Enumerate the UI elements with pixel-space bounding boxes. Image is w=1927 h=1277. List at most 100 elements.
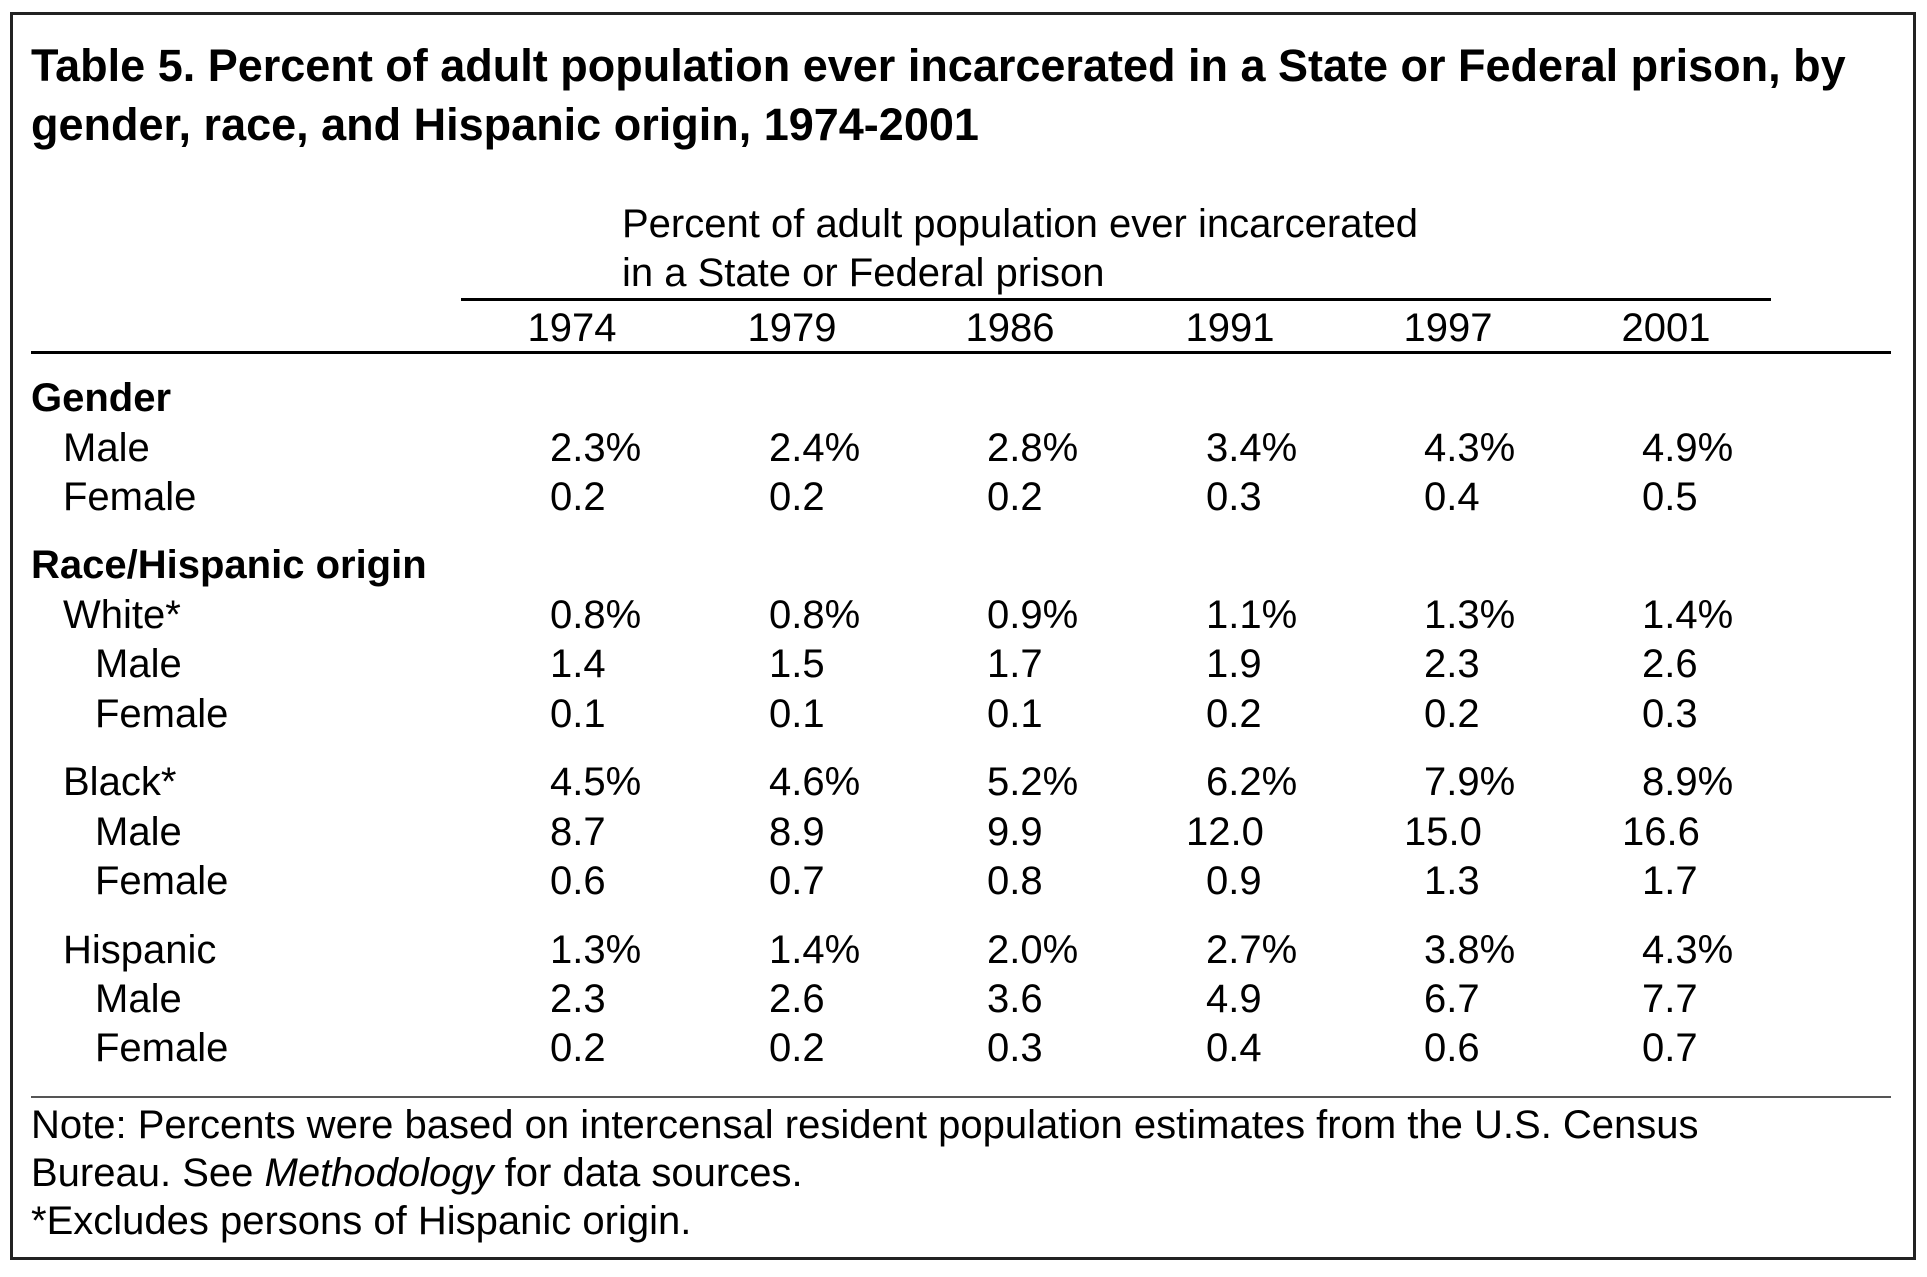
column-group-header: Percent of adult population ever incarce…: [622, 200, 1418, 298]
cell-female-1986: 0.2: [987, 475, 1043, 519]
column-group-header-line2: in a State or Federal prison: [622, 251, 1105, 295]
row-label-white-female: Female: [95, 692, 229, 736]
row-label-black-female: Female: [95, 859, 229, 903]
table-frame: [10, 12, 1916, 1260]
cell-black-female-1991: 0.9: [1206, 859, 1262, 903]
cell-black-male-1991: 12.0: [1186, 810, 1264, 854]
cell-hispanic-female-1974: 0.2: [550, 1026, 606, 1070]
cell-hispanic-1997: 3.8%: [1424, 928, 1516, 972]
cell-black-female-1997: 1.3: [1424, 859, 1480, 903]
section-race-hispanic-origin: Race/Hispanic origin: [31, 543, 427, 587]
cell-hispanic-male-1986: 3.6: [987, 977, 1043, 1021]
row-label-black-male: Male: [95, 810, 182, 854]
cell-white-1991: 1.1%: [1206, 593, 1298, 637]
cell-white-female-1974: 0.1: [550, 692, 606, 736]
row-label-white: White*: [63, 593, 181, 637]
cell-white-male-1974: 1.4: [550, 642, 606, 686]
note-line-2: Bureau. See Methodology for data sources…: [31, 1149, 1891, 1197]
cell-hispanic-male-1974: 2.3: [550, 977, 606, 1021]
cell-male-1991: 3.4%: [1206, 426, 1298, 470]
year-header-1979: 1979: [747, 306, 837, 350]
year-header-1974: 1974: [527, 306, 617, 350]
cell-black-male-1986: 9.9: [987, 810, 1043, 854]
year-header-2001: 2001: [1621, 306, 1711, 350]
cell-white-female-2001: 0.3: [1642, 692, 1698, 736]
cell-hispanic-male-2001: 7.7: [1642, 977, 1698, 1021]
note-line-2-pre: Bureau. See: [31, 1151, 265, 1195]
cell-hispanic-male-1979: 2.6: [769, 977, 825, 1021]
cell-hispanic-female-2001: 0.7: [1642, 1026, 1698, 1070]
cell-male-2001: 4.9%: [1642, 426, 1734, 470]
cell-white-1974: 0.8%: [550, 593, 642, 637]
section-gender: Gender: [31, 376, 172, 420]
cell-black-1974: 4.5%: [550, 760, 642, 804]
cell-black-male-1979: 8.9: [769, 810, 825, 854]
table-notes: Note: Percents were based on intercensal…: [31, 1101, 1891, 1245]
note-footnote: *Excludes persons of Hispanic origin.: [31, 1199, 692, 1243]
cell-white-male-1986: 1.7: [987, 642, 1043, 686]
year-header-1997: 1997: [1403, 306, 1493, 350]
cell-male-1997: 4.3%: [1424, 426, 1516, 470]
cell-white-2001: 1.4%: [1642, 593, 1734, 637]
cell-black-female-1974: 0.6: [550, 859, 606, 903]
row-label-hispanic-male: Male: [95, 977, 182, 1021]
cell-male-1986: 2.8%: [987, 426, 1079, 470]
cell-female-1974: 0.2: [550, 475, 606, 519]
row-label-black: Black*: [63, 760, 177, 804]
cell-hispanic-female-1997: 0.6: [1424, 1026, 1480, 1070]
cell-black-male-2001: 16.6: [1622, 810, 1700, 854]
cell-black-female-2001: 1.7: [1642, 859, 1698, 903]
cell-black-1986: 5.2%: [987, 760, 1079, 804]
cell-black-1997: 7.9%: [1424, 760, 1516, 804]
cell-white-1979: 0.8%: [769, 593, 861, 637]
cell-black-1979: 4.6%: [769, 760, 861, 804]
cell-white-female-1997: 0.2: [1424, 692, 1480, 736]
cell-hispanic-2001: 4.3%: [1642, 928, 1734, 972]
header-rule: [31, 351, 1891, 354]
cell-black-female-1979: 0.7: [769, 859, 825, 903]
note-methodology: Methodology: [264, 1151, 494, 1195]
cell-black-female-1986: 0.8: [987, 859, 1043, 903]
year-header-1991: 1991: [1185, 306, 1275, 350]
cell-black-1991: 6.2%: [1206, 760, 1298, 804]
row-label-female: Female: [63, 475, 197, 519]
cell-male-1974: 2.3%: [550, 426, 642, 470]
cell-hispanic-male-1991: 4.9: [1206, 977, 1262, 1021]
note-line-2-post: for data sources.: [493, 1151, 803, 1195]
cell-male-1979: 2.4%: [769, 426, 861, 470]
cell-hispanic-1986: 2.0%: [987, 928, 1079, 972]
cell-female-1991: 0.3: [1206, 475, 1262, 519]
table-title: Table 5. Percent of adult population eve…: [31, 40, 1846, 150]
cell-black-male-1974: 8.7: [550, 810, 606, 854]
cell-white-1997: 1.3%: [1424, 593, 1516, 637]
cell-white-male-1997: 2.3: [1424, 642, 1480, 686]
row-label-white-male: Male: [95, 642, 182, 686]
cell-white-male-1991: 1.9: [1206, 642, 1262, 686]
cell-hispanic-female-1991: 0.4: [1206, 1026, 1262, 1070]
cell-black-male-1997: 15.0: [1404, 810, 1482, 854]
cell-hispanic-1991: 2.7%: [1206, 928, 1298, 972]
row-label-hispanic: Hispanic: [63, 928, 217, 972]
notes-rule: [31, 1096, 1891, 1098]
cell-white-1986: 0.9%: [987, 593, 1079, 637]
cell-female-1979: 0.2: [769, 475, 825, 519]
cell-white-female-1979: 0.1: [769, 692, 825, 736]
cell-white-male-1979: 1.5: [769, 642, 825, 686]
cell-hispanic-female-1979: 0.2: [769, 1026, 825, 1070]
cell-hispanic-1974: 1.3%: [550, 928, 642, 972]
column-group-header-line1: Percent of adult population ever incarce…: [622, 202, 1419, 246]
cell-hispanic-male-1997: 6.7: [1424, 977, 1480, 1021]
cell-white-male-2001: 2.6: [1642, 642, 1698, 686]
note-line-1: Note: Percents were based on intercensal…: [31, 1103, 1699, 1147]
cell-female-1997: 0.4: [1424, 475, 1480, 519]
cell-female-2001: 0.5: [1642, 475, 1698, 519]
row-label-hispanic-female: Female: [95, 1026, 229, 1070]
row-label-male: Male: [63, 426, 150, 470]
column-group-rule: [461, 298, 1771, 301]
cell-hispanic-1979: 1.4%: [769, 928, 861, 972]
cell-hispanic-female-1986: 0.3: [987, 1026, 1043, 1070]
cell-white-female-1991: 0.2: [1206, 692, 1262, 736]
cell-black-2001: 8.9%: [1642, 760, 1734, 804]
cell-white-female-1986: 0.1: [987, 692, 1043, 736]
year-header-1986: 1986: [965, 306, 1055, 350]
